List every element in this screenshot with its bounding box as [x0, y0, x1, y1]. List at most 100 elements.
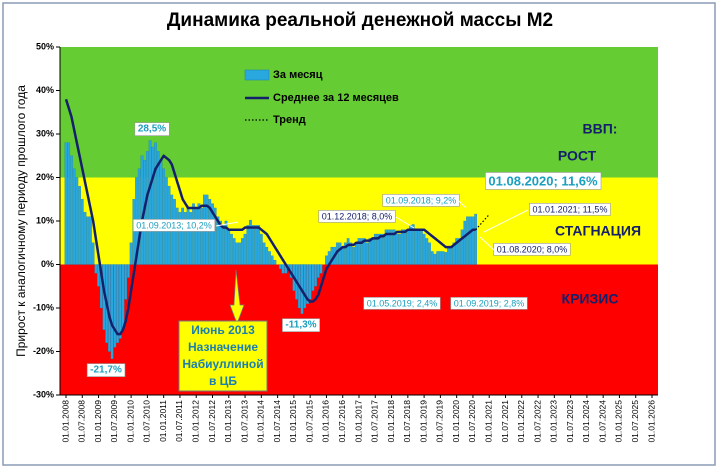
x-tick-label: 01.07.2021: [500, 400, 510, 443]
bar: [94, 264, 98, 274]
x-tick-label: 01.01.2022: [516, 400, 526, 443]
bar: [235, 242, 239, 265]
bar: [357, 238, 361, 265]
bar: [349, 242, 353, 265]
bar: [471, 216, 475, 265]
y-tick-label: 30%: [36, 128, 54, 138]
x-tick-label: 01.07.2009: [109, 400, 119, 443]
bar: [132, 199, 136, 265]
x-tick-label: 01.07.2018: [402, 400, 412, 443]
bar: [91, 242, 95, 265]
bar: [433, 253, 437, 265]
x-tick-label: 01.01.2023: [549, 400, 559, 443]
x-tick-label: 01.07.2017: [370, 400, 380, 443]
x-tick-label: 01.01.2021: [483, 400, 493, 443]
x-tick-label: 01.01.2026: [646, 400, 656, 443]
legend-label: Тренд: [273, 114, 306, 126]
bar: [151, 146, 155, 265]
bar: [414, 229, 418, 265]
x-tick-label: 01.01.2024: [581, 400, 591, 443]
annotation-label: 01.09.2019; 2,8%: [454, 298, 525, 308]
bar: [124, 264, 128, 300]
x-tick-label: 01.01.2011: [158, 400, 168, 442]
bar: [181, 207, 185, 265]
bar: [428, 242, 431, 265]
bar: [303, 264, 307, 309]
zone-label: КРИЗИС: [562, 291, 619, 307]
bar: [406, 229, 410, 265]
zone-band: [60, 264, 658, 395]
zone-label: РОСТ: [558, 148, 597, 164]
annotation-box: [282, 318, 320, 332]
y-tick-label: -30%: [33, 389, 54, 399]
annotation-box: [529, 203, 611, 216]
bar: [189, 212, 193, 265]
note-line: Назначение: [188, 340, 258, 354]
annotation-label: 01.08.2020; 11,6%: [488, 173, 598, 188]
y-tick-label: 40%: [36, 85, 54, 95]
x-tick-label: 01.01.2009: [93, 400, 103, 443]
bar: [224, 220, 228, 265]
bar: [468, 216, 472, 265]
bar: [184, 212, 187, 265]
bar: [430, 251, 434, 265]
bar: [116, 264, 119, 343]
x-tick-label: 01.07.2015: [304, 400, 314, 443]
annotation-leader: [483, 209, 529, 233]
bar: [422, 233, 426, 265]
bar: [273, 259, 277, 265]
bar: [270, 255, 274, 265]
legend-label: Среднее за 12 месяцев: [273, 92, 399, 104]
note-line: Июнь 2013: [191, 323, 255, 337]
bar: [474, 213, 478, 265]
bar: [311, 264, 315, 291]
bar: [401, 229, 404, 265]
bar: [86, 216, 90, 265]
bar: [444, 252, 448, 265]
x-tick-label: 01.01.2014: [256, 400, 266, 443]
bar: [319, 264, 323, 274]
bar: [314, 264, 317, 287]
bar: [306, 264, 309, 304]
bar: [373, 233, 377, 265]
annotation-label: 01.05.2019; 2,4%: [367, 298, 438, 308]
bar: [72, 168, 76, 265]
annotation-leader: [395, 216, 415, 229]
x-tick-label: 01.01.2015: [288, 400, 298, 443]
bar: [365, 242, 369, 265]
bar: [420, 229, 423, 265]
x-tick-label: 01.07.2023: [565, 400, 575, 443]
zone-label: СТАГНАЦИЯ: [555, 223, 641, 239]
x-tick-label: 01.07.2019: [435, 400, 445, 443]
bar: [346, 238, 350, 265]
bar: [257, 225, 260, 265]
bar: [368, 238, 372, 265]
bar: [127, 264, 130, 278]
bar: [278, 264, 282, 269]
bar: [325, 255, 328, 265]
bar: [376, 233, 380, 265]
chart-title: Динамика реальной денежной массы М2: [167, 10, 553, 31]
x-tick-label: 01.07.2013: [239, 400, 249, 443]
x-tick-label: 01.07.2014: [272, 400, 282, 443]
annotation-box: [86, 363, 126, 377]
bar: [455, 238, 459, 265]
bar: [249, 219, 252, 265]
bar: [354, 242, 358, 265]
bar: [110, 264, 114, 360]
note-line: в ЦБ: [209, 374, 237, 388]
y-tick-label: 20%: [36, 172, 54, 182]
annotation-leader: [458, 200, 467, 209]
bar: [338, 242, 342, 265]
bar: [243, 233, 247, 265]
bar: [425, 238, 429, 265]
bar: [129, 242, 133, 265]
bar: [392, 229, 396, 265]
zone-band: [60, 47, 658, 178]
note-line: Набиуллиной: [182, 357, 263, 371]
annotation-label: -21,7%: [90, 365, 122, 376]
bar: [222, 225, 225, 265]
annotation-label: 01.09.2013; 10,2%: [136, 220, 212, 230]
bar: [441, 251, 445, 265]
bar: [387, 229, 391, 265]
